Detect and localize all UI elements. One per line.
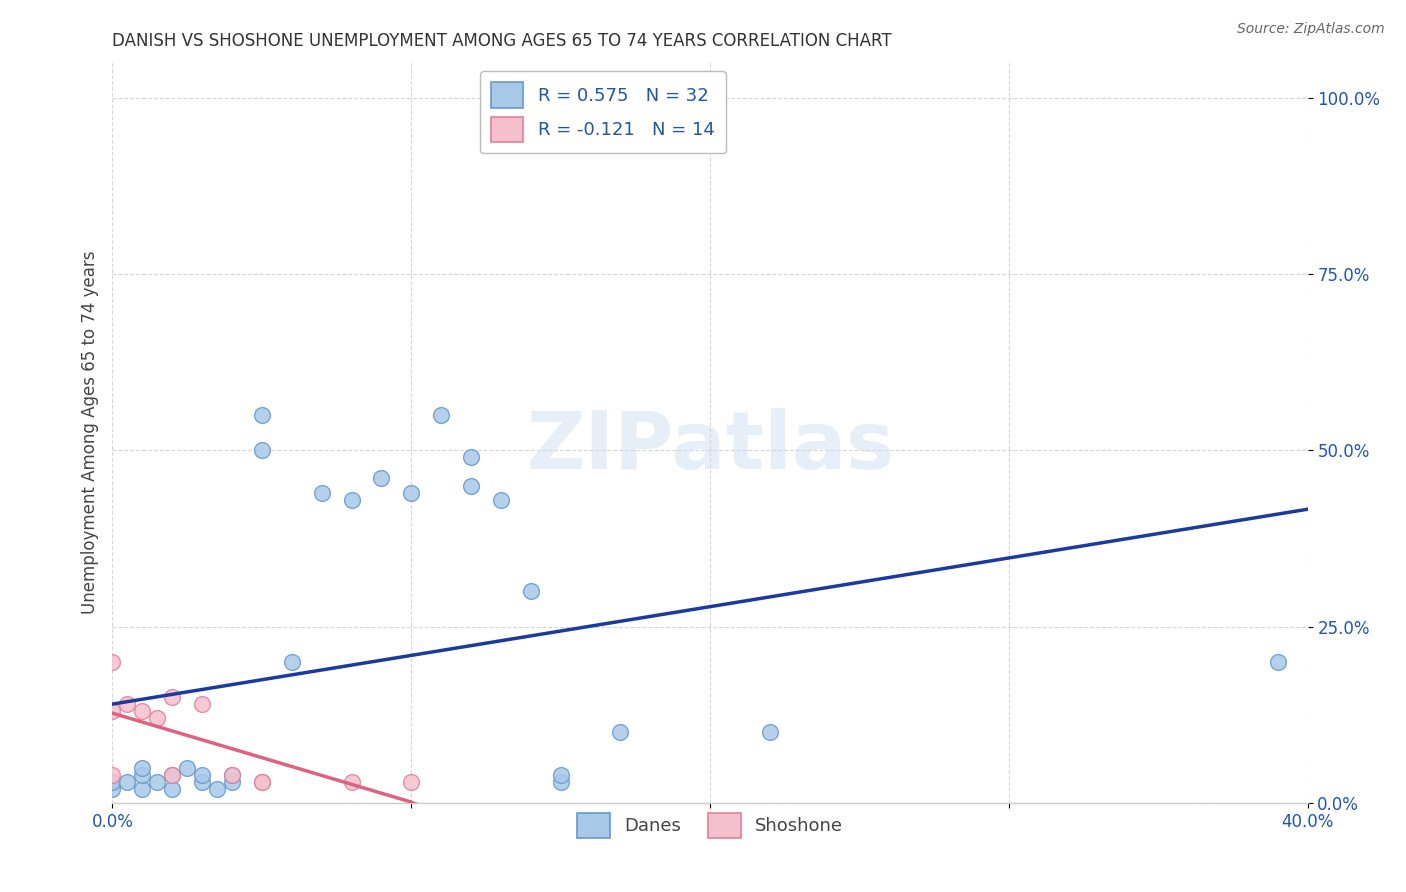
Point: [340, 774, 363, 789]
Point: [460, 478, 482, 492]
Point: [1267, 655, 1289, 669]
Point: [146, 774, 169, 789]
Point: [430, 408, 453, 422]
Point: [191, 697, 214, 711]
Point: [550, 767, 572, 781]
Point: [489, 492, 512, 507]
Legend: Danes, Shoshone: Danes, Shoshone: [569, 805, 851, 846]
Point: [131, 760, 153, 774]
Point: [221, 774, 243, 789]
Point: [101, 704, 124, 718]
Point: [131, 767, 153, 781]
Point: [759, 725, 782, 739]
Y-axis label: Unemployment Among Ages 65 to 74 years: Unemployment Among Ages 65 to 74 years: [80, 251, 98, 615]
Point: [460, 450, 482, 465]
Point: [250, 774, 273, 789]
Point: [340, 492, 363, 507]
Point: [162, 690, 183, 704]
Point: [162, 767, 183, 781]
Point: [117, 697, 139, 711]
Point: [131, 781, 153, 796]
Point: [101, 655, 124, 669]
Text: DANISH VS SHOSHONE UNEMPLOYMENT AMONG AGES 65 TO 74 YEARS CORRELATION CHART: DANISH VS SHOSHONE UNEMPLOYMENT AMONG AG…: [112, 32, 891, 50]
Point: [311, 485, 333, 500]
Point: [221, 767, 243, 781]
Point: [162, 781, 183, 796]
Point: [281, 655, 304, 669]
Point: [250, 443, 273, 458]
Point: [191, 774, 214, 789]
Point: [370, 471, 392, 485]
Point: [162, 767, 183, 781]
Text: Source: ZipAtlas.com: Source: ZipAtlas.com: [1237, 22, 1385, 37]
Point: [550, 774, 572, 789]
Point: [401, 485, 423, 500]
Point: [221, 767, 243, 781]
Point: [520, 584, 543, 599]
Point: [131, 704, 153, 718]
Point: [205, 781, 228, 796]
Text: ZIPatlas: ZIPatlas: [526, 409, 894, 486]
Point: [250, 774, 273, 789]
Point: [101, 767, 124, 781]
Point: [146, 711, 169, 725]
Point: [609, 725, 631, 739]
Point: [401, 774, 423, 789]
Point: [191, 767, 214, 781]
Point: [101, 781, 124, 796]
Point: [176, 760, 198, 774]
Point: [117, 774, 139, 789]
Point: [101, 774, 124, 789]
Point: [250, 408, 273, 422]
